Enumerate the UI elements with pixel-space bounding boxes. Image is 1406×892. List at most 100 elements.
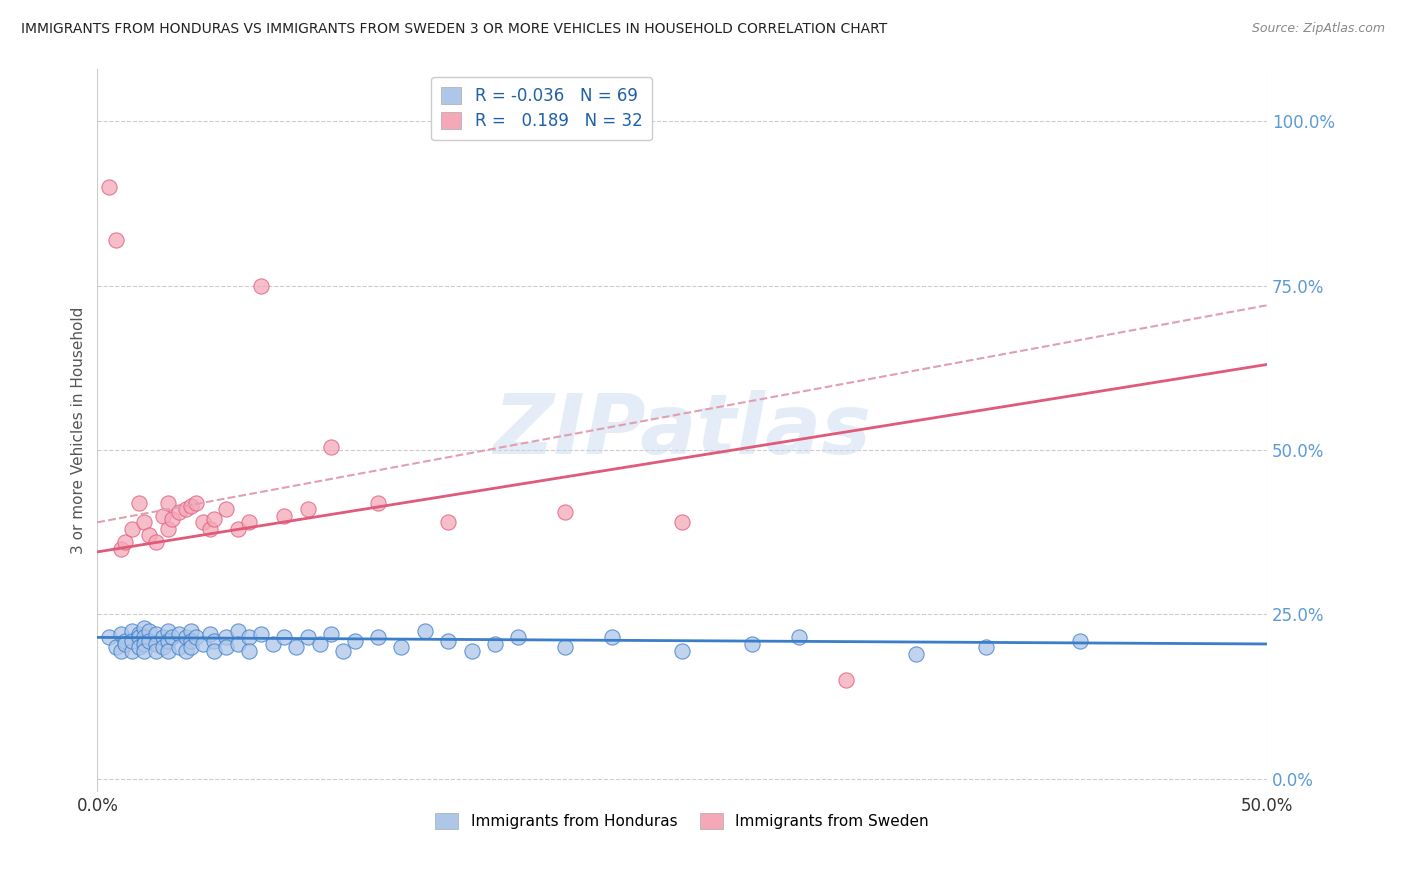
- Point: [184, 495, 207, 509]
- Point: [238, 516, 260, 530]
- Point: [226, 637, 249, 651]
- Point: [145, 637, 167, 651]
- Point: [391, 640, 413, 655]
- Point: [156, 495, 179, 509]
- Point: [787, 631, 810, 645]
- Point: [174, 631, 197, 645]
- Point: [202, 512, 225, 526]
- Point: [835, 673, 858, 688]
- Point: [152, 508, 174, 523]
- Point: [174, 502, 197, 516]
- Point: [180, 633, 202, 648]
- Point: [367, 631, 389, 645]
- Point: [198, 627, 221, 641]
- Point: [250, 627, 273, 641]
- Point: [460, 643, 482, 657]
- Point: [114, 633, 136, 648]
- Point: [145, 627, 167, 641]
- Point: [98, 631, 121, 645]
- Point: [367, 495, 389, 509]
- Point: [105, 233, 128, 247]
- Point: [180, 624, 202, 638]
- Point: [134, 621, 156, 635]
- Point: [238, 643, 260, 657]
- Point: [484, 637, 506, 651]
- Point: [215, 502, 238, 516]
- Point: [308, 637, 330, 651]
- Point: [974, 640, 997, 655]
- Point: [128, 631, 150, 645]
- Point: [202, 643, 225, 657]
- Point: [332, 643, 354, 657]
- Point: [741, 637, 763, 651]
- Text: Source: ZipAtlas.com: Source: ZipAtlas.com: [1251, 22, 1385, 36]
- Point: [180, 499, 202, 513]
- Point: [413, 624, 436, 638]
- Point: [905, 647, 928, 661]
- Point: [226, 522, 249, 536]
- Point: [226, 624, 249, 638]
- Point: [180, 640, 202, 655]
- Point: [554, 640, 576, 655]
- Point: [273, 508, 295, 523]
- Y-axis label: 3 or more Vehicles in Household: 3 or more Vehicles in Household: [72, 307, 86, 554]
- Point: [215, 631, 238, 645]
- Point: [191, 516, 214, 530]
- Point: [110, 541, 132, 556]
- Point: [138, 528, 160, 542]
- Point: [437, 516, 460, 530]
- Point: [138, 624, 160, 638]
- Point: [134, 643, 156, 657]
- Point: [262, 637, 284, 651]
- Point: [128, 640, 150, 655]
- Point: [343, 633, 366, 648]
- Point: [437, 633, 460, 648]
- Point: [145, 535, 167, 549]
- Point: [110, 643, 132, 657]
- Point: [321, 440, 343, 454]
- Point: [671, 643, 693, 657]
- Point: [114, 535, 136, 549]
- Point: [105, 640, 128, 655]
- Point: [167, 627, 190, 641]
- Point: [198, 522, 221, 536]
- Point: [297, 631, 319, 645]
- Point: [297, 502, 319, 516]
- Point: [554, 505, 576, 519]
- Point: [273, 631, 295, 645]
- Point: [121, 624, 143, 638]
- Point: [160, 512, 183, 526]
- Point: [600, 631, 623, 645]
- Point: [110, 627, 132, 641]
- Point: [121, 522, 143, 536]
- Point: [145, 643, 167, 657]
- Point: [215, 640, 238, 655]
- Point: [1069, 633, 1091, 648]
- Point: [508, 631, 530, 645]
- Point: [202, 633, 225, 648]
- Point: [156, 522, 179, 536]
- Point: [128, 627, 150, 641]
- Point: [285, 640, 308, 655]
- Point: [134, 516, 156, 530]
- Point: [671, 516, 693, 530]
- Point: [98, 180, 121, 194]
- Point: [156, 633, 179, 648]
- Point: [152, 631, 174, 645]
- Point: [160, 631, 183, 645]
- Point: [156, 643, 179, 657]
- Point: [134, 631, 156, 645]
- Point: [121, 643, 143, 657]
- Point: [184, 631, 207, 645]
- Point: [114, 637, 136, 651]
- Legend: Immigrants from Honduras, Immigrants from Sweden: Immigrants from Honduras, Immigrants fro…: [429, 806, 935, 835]
- Point: [174, 643, 197, 657]
- Point: [321, 627, 343, 641]
- Point: [128, 495, 150, 509]
- Point: [152, 640, 174, 655]
- Text: ZIPatlas: ZIPatlas: [494, 390, 872, 471]
- Point: [134, 637, 156, 651]
- Point: [238, 631, 260, 645]
- Point: [156, 624, 179, 638]
- Text: IMMIGRANTS FROM HONDURAS VS IMMIGRANTS FROM SWEDEN 3 OR MORE VEHICLES IN HOUSEHO: IMMIGRANTS FROM HONDURAS VS IMMIGRANTS F…: [21, 22, 887, 37]
